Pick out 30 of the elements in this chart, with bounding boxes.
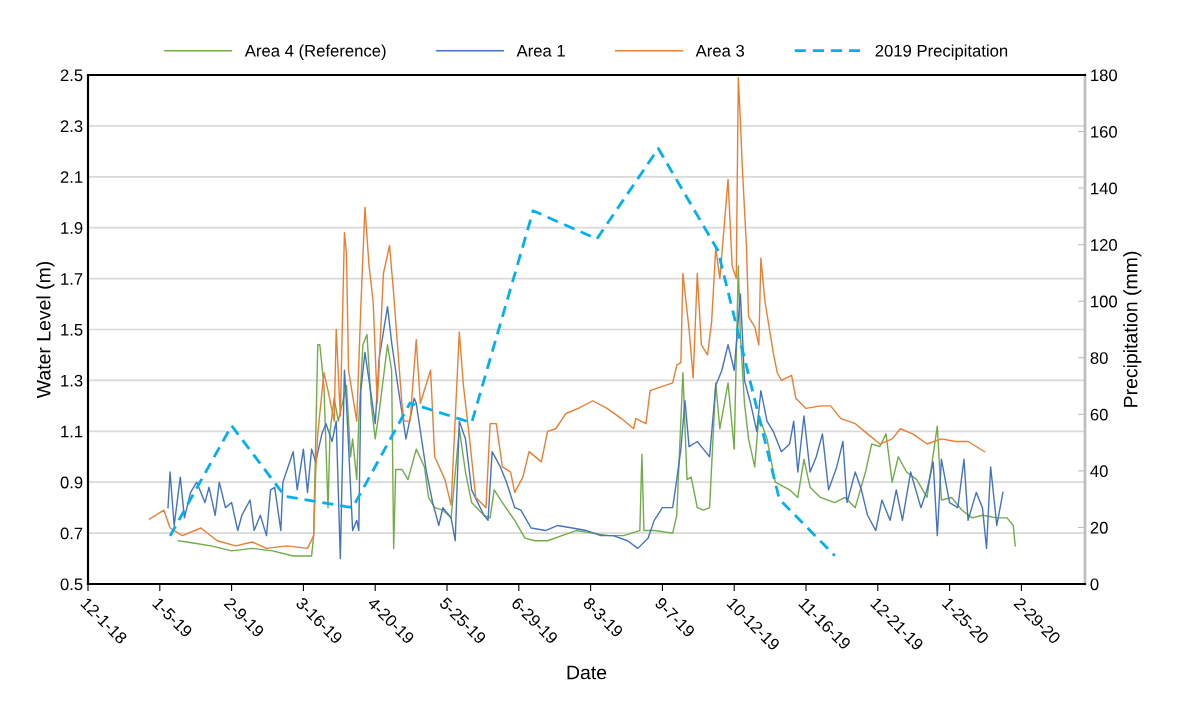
line-series: [148, 76, 986, 550]
y2-tick-label: 100: [1091, 295, 1118, 308]
y-tick-label: 1.7: [61, 273, 83, 285]
y-tick-label: 0.5: [60, 578, 83, 591]
legend-label: 2019 Precipitation: [875, 44, 1008, 60]
y2-tick-label: 60: [1090, 408, 1108, 421]
y-tick-label: 2.1: [60, 171, 83, 183]
y2-tick-label: 20: [1090, 521, 1108, 534]
legend-label: Area 4 (Reference): [244, 44, 386, 60]
legend-label: Area 1: [516, 45, 565, 57]
y2-tick-label: 80: [1090, 352, 1108, 364]
y-tick-label: 2.3: [60, 120, 83, 133]
legend-label: Area 3: [695, 44, 745, 57]
y-tick-label: 1.3: [61, 374, 83, 387]
y-tick-label: 0.9: [60, 476, 83, 489]
y2-tick-label: 140: [1091, 182, 1118, 195]
y-tick-label: 1.5: [61, 324, 83, 336]
y2-tick-label: 40: [1090, 465, 1108, 478]
y2-tick-label: 180: [1091, 69, 1118, 82]
y2-tick-label: 0: [1090, 578, 1099, 591]
x-axis-title: Date: [567, 665, 607, 680]
y-tick-label: 1.9: [61, 222, 83, 234]
y2-axis-title: Precipitation (mm): [1123, 251, 1142, 407]
y-tick-label: 0.7: [60, 527, 83, 540]
y-axis-title: Water Level (m): [36, 261, 55, 399]
y2-tick-label: 120: [1091, 239, 1118, 251]
line-series: [168, 147, 837, 558]
y-tick-label: 1.1: [61, 425, 83, 438]
y2-tick-label: 160: [1091, 125, 1118, 138]
y-tick-label: 2.5: [60, 69, 83, 82]
